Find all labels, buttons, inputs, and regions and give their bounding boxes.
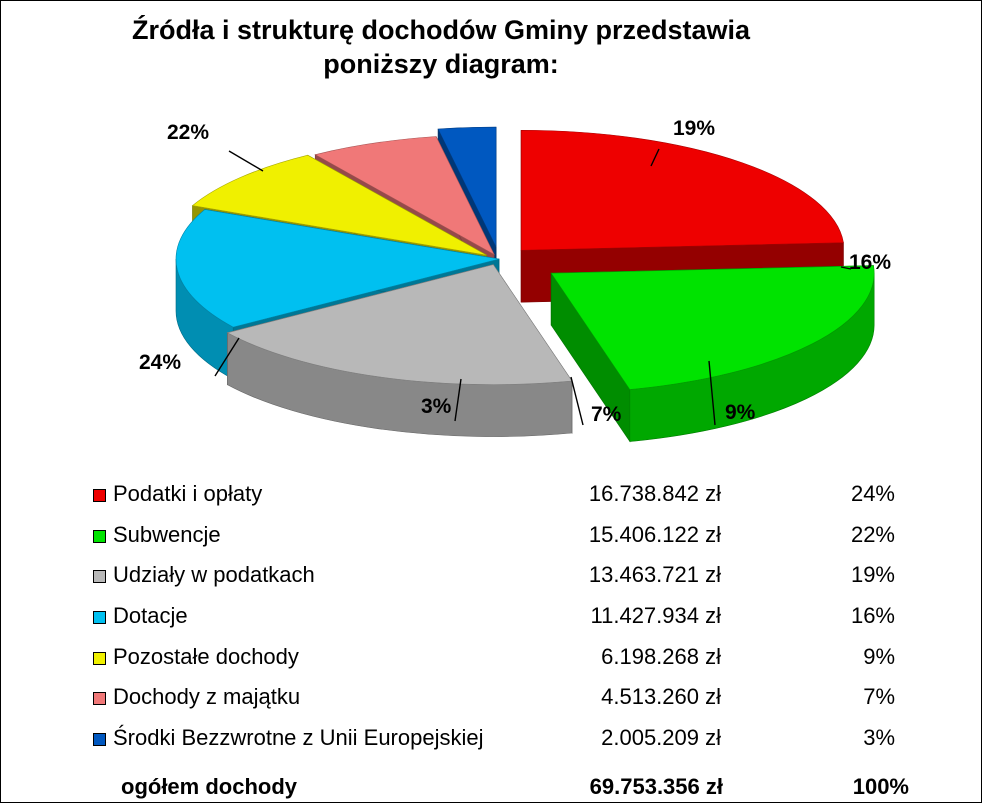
percent-label: 3% — [421, 395, 452, 418]
legend-amount: 6.198.268 zł — [601, 643, 721, 669]
legend-row: Pozostałe dochody 6.198.268 zł 9% — [93, 638, 933, 679]
legend-name: Dotacje — [113, 603, 188, 629]
legend-name: Pozostałe dochody — [113, 643, 299, 669]
percent-label: 24% — [139, 351, 181, 374]
legend-swatch — [93, 570, 106, 584]
legend-percent: 3% — [863, 725, 895, 751]
leader-line — [840, 266, 852, 270]
legend-swatch — [93, 611, 106, 625]
legend-name: Udziały w podatkach — [113, 562, 315, 588]
legend-percent: 22% — [850, 521, 895, 547]
legend-percent: 16% — [850, 603, 895, 629]
legend-percent: 19% — [850, 562, 895, 588]
leader-line — [214, 337, 240, 377]
legend-swatch — [93, 692, 106, 706]
total-label: ogółem dochody — [121, 773, 297, 799]
chart-title-line-1: Źródła i strukturę dochodów Gminy przeds… — [131, 15, 751, 45]
legend-amount: 2.005.209 zł — [601, 725, 721, 751]
legend-name: Subwencje — [113, 521, 221, 547]
chart-title: Źródła i strukturę dochodów Gminy przeds… — [61, 13, 821, 81]
legend-swatch — [93, 489, 106, 502]
leader-line — [228, 150, 264, 172]
percent-label: 7% — [591, 403, 622, 426]
legend-name: Środki Bezzwrotne z Unii Europejskiej — [113, 725, 484, 751]
percent-label: 22% — [167, 121, 209, 144]
legend-amount: 16.738.842 zł — [588, 481, 721, 506]
legend-row: Podatki i opłaty 16.738.842 zł 24% — [93, 475, 933, 516]
pie-chart: 24% 22% 19% 16% 9% 7% 3% — [139, 117, 891, 443]
legend-row: Dochody z majątku 4.513.260 zł 7% — [93, 678, 933, 719]
legend-name: Dochody z majątku — [113, 684, 301, 710]
legend-amount: 13.463.721 zł — [588, 562, 721, 588]
legend-table: Podatki i opłaty 16.738.842 zł 24% Subwencj… — [93, 475, 933, 801]
pie-slice — [550, 265, 875, 443]
legend-percent: 7% — [863, 684, 895, 710]
percent-label: 9% — [725, 401, 756, 424]
legend-row: Środki Bezzwrotne z Unii Europejskiej 2.0… — [93, 719, 933, 760]
legend-amount: 15.406.122 zł — [588, 521, 721, 547]
total-row: ogółem dochody 69.753.356 zł 100% — [93, 760, 933, 801]
legend-row: Subwencje 15.406.122 zł 22% — [93, 516, 933, 557]
legend-name: Podatki i opłaty — [113, 481, 263, 506]
legend-percent: 24% — [850, 481, 895, 506]
legend-swatch — [93, 733, 106, 747]
legend-row: Udziały w podatkach 13.463.721 zł 19% — [93, 556, 933, 597]
legend-amount: 4.513.260 zł — [601, 684, 721, 710]
percent-label: 16% — [849, 251, 891, 274]
percent-label: 19% — [673, 117, 715, 140]
leader-line — [650, 148, 660, 167]
pie-slice — [226, 263, 573, 437]
leader-line — [570, 376, 584, 426]
leader-line — [454, 378, 462, 422]
total-amount: 69.753.356 zł — [589, 773, 723, 799]
legend-percent: 9% — [863, 643, 895, 669]
leader-line — [708, 360, 716, 426]
legend-amount: 11.427.934 zł — [590, 603, 721, 629]
legend-swatch — [93, 651, 106, 665]
total-percent: 100% — [852, 773, 909, 799]
legend-swatch — [93, 529, 106, 543]
legend-row: Dotacje 11.427.934 zł 16% — [93, 597, 933, 638]
chart-title-line-2: poniższy diagram: — [323, 49, 559, 79]
